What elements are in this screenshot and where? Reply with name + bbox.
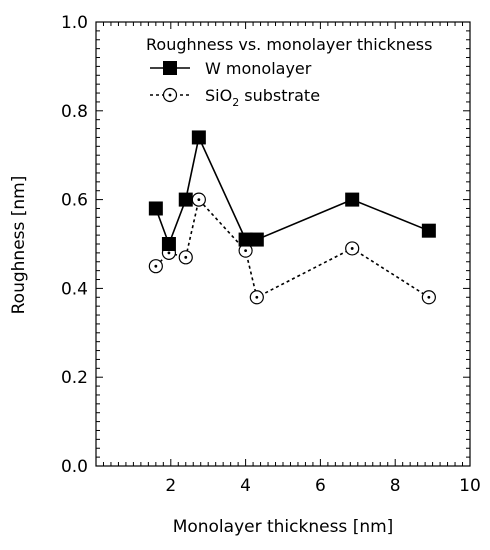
x-tick-label: 8 xyxy=(390,476,401,496)
x-tick-label: 6 xyxy=(315,476,326,496)
sio2-substrate-point xyxy=(345,241,360,256)
sio2-substrate-point xyxy=(191,192,206,207)
sio2-substrate-point xyxy=(178,250,193,265)
series-lines xyxy=(155,134,430,299)
y-tick-label: 0.2 xyxy=(61,368,88,388)
legend-sio2-marker-dot xyxy=(168,93,172,97)
legend-entry-sio2-substrate: SiO2 substrate xyxy=(150,86,320,109)
w-monolayer-point xyxy=(345,192,360,207)
sio2-point-dot xyxy=(167,251,171,255)
w-monolayer-point xyxy=(191,130,206,145)
y-axis-title: Roughness [nm] xyxy=(9,176,29,315)
sio2-point-dot xyxy=(197,198,201,202)
series-markers xyxy=(148,130,436,305)
y-tick-label: 0.6 xyxy=(61,191,88,211)
axis-tick-labels: 2 4 6 8 10 0.0 0.2 0.4 0.6 0.8 1.0 xyxy=(61,13,481,496)
legend-sio2-label-rest: substrate xyxy=(239,86,320,105)
sio2-point-dot xyxy=(255,295,259,299)
w-monolayer-point xyxy=(249,232,264,247)
legend-title: Roughness vs. monolayer thickness xyxy=(146,35,432,54)
sio2-point-dot xyxy=(244,249,248,253)
sio2-point-dot xyxy=(184,255,188,259)
legend-sio2-label-sub: 2 xyxy=(232,96,239,109)
x-axis-title: Monolayer thickness [nm] xyxy=(173,517,394,537)
sio2-point-dot xyxy=(350,247,354,250)
y-tick-label: 0.8 xyxy=(61,102,88,122)
legend-entry-w-monolayer: W monolayer xyxy=(150,59,312,78)
sio2-point-dot xyxy=(427,295,431,299)
sio2-substrate-point xyxy=(148,259,163,274)
series-line-sio2-substrate xyxy=(155,197,430,299)
sio2-point-dot xyxy=(154,264,158,268)
x-tick-label: 2 xyxy=(165,476,176,496)
w-monolayer-point xyxy=(421,223,436,238)
x-tick-label: 4 xyxy=(240,476,251,496)
w-monolayer-point xyxy=(238,232,253,247)
legend-w-marker xyxy=(163,61,177,75)
w-monolayer-point xyxy=(148,201,163,216)
y-tick-label: 0.4 xyxy=(61,279,88,299)
x-tick-label: 10 xyxy=(459,476,481,496)
sio2-substrate-point xyxy=(249,290,264,305)
legend-sio2-label: SiO2 substrate xyxy=(205,86,320,109)
w-monolayer-point xyxy=(178,192,193,207)
legend-sio2-label-main: SiO xyxy=(205,86,232,105)
w-monolayer-point xyxy=(161,237,176,251)
legend-w-label: W monolayer xyxy=(205,59,312,78)
axis-ticks xyxy=(95,21,471,467)
y-tick-label: 0.0 xyxy=(61,457,88,477)
series-line-w-monolayer xyxy=(155,134,430,247)
y-tick-label: 1.0 xyxy=(61,13,88,33)
legend: Roughness vs. monolayer thickness W mono… xyxy=(146,35,432,109)
sio2-substrate-point xyxy=(421,290,436,305)
